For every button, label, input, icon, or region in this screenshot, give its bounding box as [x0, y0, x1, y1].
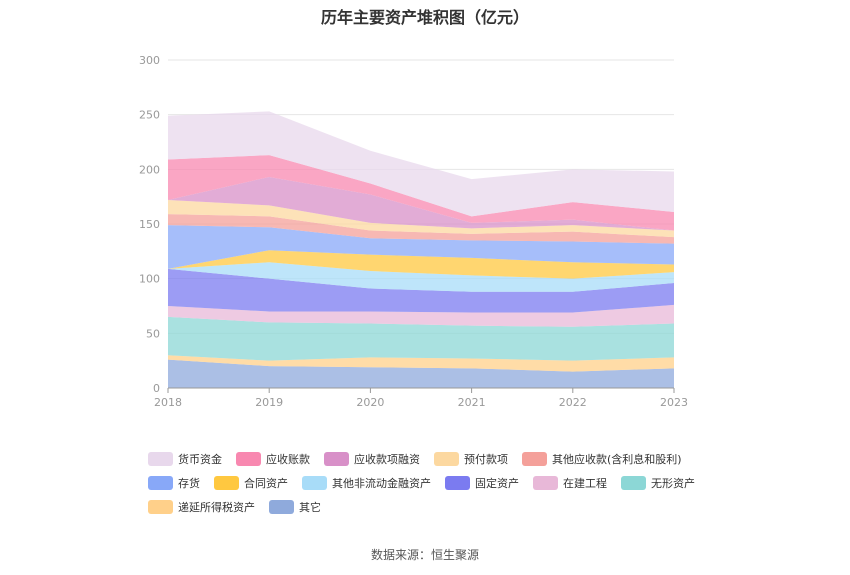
legend-swatch — [269, 500, 294, 514]
legend-swatch — [214, 476, 239, 490]
legend-label: 其他应收款(含利息和股利) — [552, 453, 682, 466]
legend-label: 货币资金 — [178, 453, 222, 466]
legend: 货币资金 应收账款 应收款项融资 预付款项 其他应收款(含利息和股利) 存货 合同资产 其他非… — [148, 447, 748, 519]
legend-swatch — [302, 476, 327, 490]
y-tick-label: 300 — [139, 54, 160, 67]
area-1 — [168, 355, 674, 372]
legend-swatch — [236, 452, 261, 466]
area-9 — [168, 199, 674, 238]
source-note: 数据来源：恒生聚源 — [370, 548, 479, 562]
area-0 — [168, 359, 674, 388]
x-tick-label: 2022 — [559, 396, 587, 409]
legend-swatch — [434, 452, 459, 466]
x-tick-label: 2019 — [255, 396, 283, 409]
legend-item[interactable]: 存货 — [148, 475, 200, 491]
legend-item[interactable]: 应收款项融资 — [324, 451, 420, 467]
legend-item[interactable]: 预付款项 — [434, 451, 508, 467]
x-tick-label: 2018 — [154, 396, 182, 409]
legend-swatch — [621, 476, 646, 490]
area-5 — [168, 262, 674, 292]
legend-item[interactable]: 无形资产 — [621, 475, 695, 491]
legend-row: 递延所得税资产 其它 — [148, 495, 748, 519]
legend-label: 存货 — [178, 477, 200, 490]
area-7 — [168, 225, 674, 269]
legend-label: 固定资产 — [475, 477, 519, 490]
legend-swatch — [148, 452, 173, 466]
legend-row: 货币资金 应收账款 应收款项融资 预付款项 其他应收款(含利息和股利) — [148, 447, 748, 471]
legend-swatch — [148, 500, 173, 514]
area-series — [168, 111, 674, 388]
legend-label: 其它 — [299, 501, 321, 514]
y-tick-label: 100 — [139, 273, 160, 286]
legend-item[interactable]: 其他非流动金融资产 — [302, 475, 431, 491]
legend-label: 合同资产 — [244, 477, 288, 490]
legend-item[interactable]: 在建工程 — [533, 475, 607, 491]
chart-title: 历年主要资产堆积图（亿元） — [320, 8, 529, 27]
legend-label: 应收款项融资 — [354, 453, 420, 466]
area-10 — [168, 176, 674, 231]
legend-row: 存货 合同资产 其他非流动金融资产 固定资产 在建工程 无形资产 — [148, 471, 748, 495]
legend-item[interactable]: 其他应收款(含利息和股利) — [522, 451, 682, 467]
legend-item[interactable]: 其它 — [269, 499, 321, 515]
y-tick-label: 150 — [139, 218, 160, 231]
legend-item[interactable]: 递延所得税资产 — [148, 499, 255, 515]
legend-label: 应收账款 — [266, 453, 310, 466]
y-tick-label: 0 — [153, 382, 160, 395]
area-6 — [168, 250, 674, 279]
legend-item[interactable]: 合同资产 — [214, 475, 288, 491]
legend-item[interactable]: 货币资金 — [148, 451, 222, 467]
legend-label: 其他非流动金融资产 — [332, 477, 431, 490]
legend-swatch — [445, 476, 470, 490]
legend-swatch — [148, 476, 173, 490]
area-4 — [168, 268, 674, 313]
y-tick-label: 50 — [146, 327, 160, 340]
area-3 — [168, 304, 674, 327]
area-2 — [168, 316, 674, 361]
legend-label: 递延所得税资产 — [178, 501, 255, 514]
x-tick-label: 2020 — [356, 396, 384, 409]
legend-swatch — [324, 452, 349, 466]
legend-label: 在建工程 — [563, 477, 607, 490]
area-8 — [168, 214, 674, 244]
legend-swatch — [533, 476, 558, 490]
legend-label: 无形资产 — [651, 477, 695, 490]
x-tick-label: 2021 — [458, 396, 486, 409]
legend-item[interactable]: 固定资产 — [445, 475, 519, 491]
area-11 — [168, 155, 674, 231]
legend-item[interactable]: 应收账款 — [236, 451, 310, 467]
stacked-area-chart: 0 50 100 150 200 250 300 2018 2019 2020 2021 2022 20… — [139, 54, 688, 409]
y-tick-label: 250 — [139, 109, 160, 122]
y-tick-label: 200 — [139, 163, 160, 176]
legend-swatch — [522, 452, 547, 466]
x-tick-label: 2023 — [660, 396, 688, 409]
axes: 0 50 100 150 200 250 300 2018 2019 2020 2021 2022 20… — [139, 54, 688, 409]
legend-label: 预付款项 — [464, 453, 508, 466]
area-12 — [168, 111, 674, 217]
